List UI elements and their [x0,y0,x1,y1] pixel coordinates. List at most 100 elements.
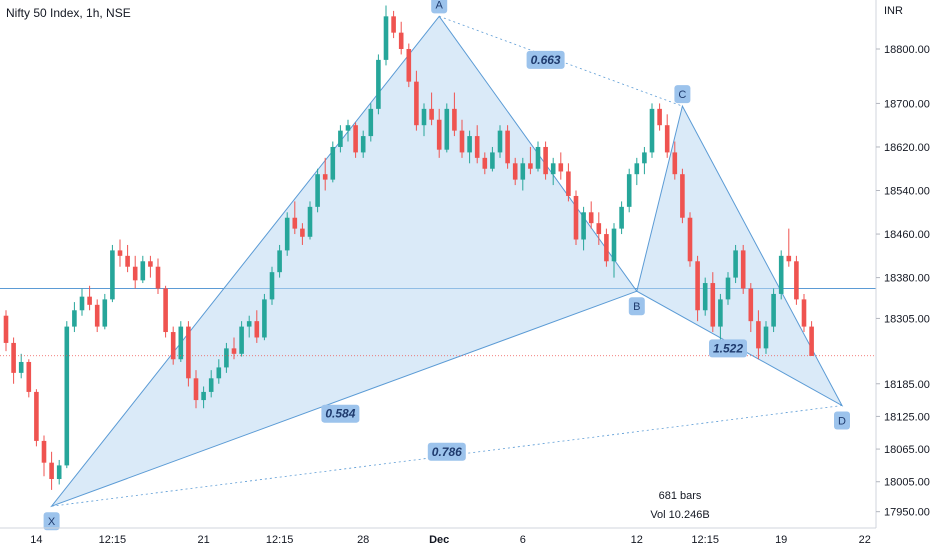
candle-body [26,361,32,392]
candle-body [231,348,237,354]
point-label: X [48,516,56,528]
candle-body [490,152,495,169]
candle-body [79,296,85,311]
candle-body [56,465,62,480]
candle-body [482,157,488,169]
candle-body [132,266,138,281]
candle-body [186,326,191,379]
candle-body [201,391,206,401]
candle-body [680,174,685,218]
candle-body [725,277,731,300]
candle-body [467,136,472,153]
candle-body [3,315,9,343]
chart-title: Nifty 50 Index, 1h, NSE [6,6,131,20]
candle-body [702,283,708,311]
candle-body [110,250,115,300]
candle-body [193,378,199,401]
x-tick-label: 21 [197,534,209,546]
candle-body [740,250,746,289]
currency-label: INR [884,5,903,17]
volume-readout: Vol 10.246B [650,509,710,521]
x-tick-label: 19 [775,534,787,546]
candle-body [687,217,693,262]
candle-body [809,326,814,356]
candle-body [315,174,320,207]
candle-body [771,293,776,327]
x-tick-label: 12:15 [691,534,719,546]
candle-body [581,212,586,240]
ratio-label: 0.663 [531,53,561,67]
candle-body [520,163,526,180]
candle-body [353,125,358,153]
y-tick-label: 18460.00 [884,229,930,241]
candle-body [269,272,275,300]
candle-body [72,310,77,327]
candle-body [11,342,16,373]
candle-body [558,163,564,172]
candle-body [94,304,100,327]
candle-body [148,261,153,267]
candle-body [368,108,374,137]
candle-body [277,250,282,273]
candle-body [406,48,412,82]
ratio-label-bg [526,50,565,69]
candle-body [459,130,465,153]
candle-body [155,266,161,289]
candle-body [216,367,222,379]
candle-body [794,261,799,300]
point-label-bg [834,411,850,430]
point-label-bg [674,85,691,104]
candle-body [246,321,252,327]
candle-body [497,130,503,153]
y-tick-label: 17950.00 [884,507,930,519]
candle-body [254,321,260,338]
candle-body [649,108,655,153]
y-tick-label: 18380.00 [884,273,930,285]
candle-body [224,348,229,368]
candle-body [604,234,609,262]
bars-count: 681 bars [658,490,702,502]
candle-body [262,299,267,338]
x-tick-label: 14 [30,534,42,546]
candle-body [117,250,123,256]
candle-body [414,81,419,126]
candle-body [763,326,769,349]
y-tick-label: 18800.00 [884,44,930,56]
candle-body [657,108,662,126]
candle-body [163,288,168,333]
y-tick-label: 18540.00 [884,186,930,198]
candle-body [322,174,328,180]
candle-body [543,146,548,175]
point-label: B [633,301,640,313]
candle-body [634,163,640,175]
candle-body [391,16,396,33]
pattern-triangle-xab [50,15,638,508]
price-axis-bg [876,0,932,550]
candle-body [474,136,480,158]
y-tick-label: 18065.00 [884,444,930,456]
x-tick-label: 22 [859,534,871,546]
y-tick-label: 18005.00 [884,477,930,489]
candle-body [284,217,290,251]
candle-body [41,440,47,463]
candle-body [444,108,450,150]
candle-body [360,136,366,153]
candle-body [512,163,518,180]
candle-body [672,152,678,175]
candle-body [338,130,343,147]
candle-body [102,299,108,327]
candle-body [733,250,738,278]
candle-body [801,299,807,327]
candle-body [756,321,761,349]
candle-body [528,163,533,169]
candle-body [300,228,305,237]
candle-body [125,255,130,267]
ratio-label-bg [427,442,466,461]
candle-body [436,119,442,150]
candle-body [748,288,754,322]
x-tick-label: 12:15 [266,534,294,546]
candle-body [18,361,24,373]
ratio-label: 0.584 [325,407,355,421]
